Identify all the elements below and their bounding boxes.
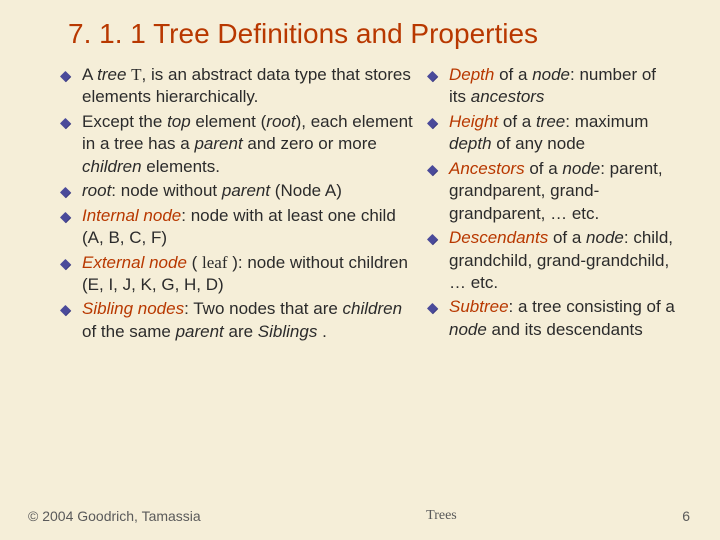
- text-segment: parent: [222, 181, 270, 200]
- text-segment: T: [131, 65, 141, 84]
- text-segment: and zero or more: [243, 134, 377, 153]
- bullet-item: Subtree: a tree consisting of a node and…: [427, 296, 677, 341]
- bullet-item: Height of a tree: maximum depth of any n…: [427, 111, 677, 156]
- text-segment: parent: [194, 134, 242, 153]
- text-segment: top: [167, 112, 191, 131]
- text-segment: root: [266, 112, 295, 131]
- slide-title: 7. 1. 1 Tree Definitions and Properties: [68, 18, 690, 50]
- page-number: 6: [682, 508, 690, 524]
- footer-center-text: Trees: [201, 508, 683, 524]
- text-segment: of a: [548, 228, 586, 247]
- text-segment: : maximum: [565, 112, 648, 131]
- text-segment: Except the: [82, 112, 167, 131]
- bullet-item: External node ( leaf ): node without chi…: [60, 252, 415, 297]
- text-segment: of a: [525, 159, 563, 178]
- text-segment: (: [187, 253, 202, 272]
- text-segment: (Node A): [270, 181, 342, 200]
- text-segment: node: [586, 228, 624, 247]
- text-segment: tree: [97, 65, 126, 84]
- text-segment: Depth: [449, 65, 494, 84]
- text-segment: and its descendants: [487, 320, 643, 339]
- text-segment: Subtree: [449, 297, 509, 316]
- content-columns: A tree T, is an abstract data type that …: [60, 64, 690, 345]
- text-segment: node: [562, 159, 600, 178]
- text-segment: of the same: [82, 322, 176, 341]
- bullet-item: Except the top element (root), each elem…: [60, 111, 415, 178]
- bullet-item: root: node without parent (Node A): [60, 180, 415, 202]
- text-segment: Internal node: [82, 206, 181, 225]
- bullet-item: Depth of a node: number of its ancestors: [427, 64, 677, 109]
- left-bullet-list: A tree T, is an abstract data type that …: [60, 64, 415, 345]
- text-segment: are: [224, 322, 258, 341]
- text-segment: A: [82, 65, 97, 84]
- text-segment: External node: [82, 253, 187, 272]
- right-bullet-list: Depth of a node: number of its ancestors…: [427, 64, 677, 345]
- text-segment: Height: [449, 112, 498, 131]
- text-segment: depth: [449, 134, 492, 153]
- text-segment: Siblings: [258, 322, 318, 341]
- text-segment: Ancestors: [449, 159, 525, 178]
- text-segment: root: [82, 181, 111, 200]
- bullet-item: Sibling nodes: Two nodes that are childr…: [60, 298, 415, 343]
- text-segment: : a tree consisting of a: [509, 297, 675, 316]
- bullet-item: Internal node: node with at least one ch…: [60, 205, 415, 250]
- text-segment: of any node: [492, 134, 586, 153]
- bullet-item: A tree T, is an abstract data type that …: [60, 64, 415, 109]
- text-segment: children: [82, 157, 142, 176]
- text-segment: element (: [191, 112, 267, 131]
- text-segment: parent: [176, 322, 224, 341]
- bullet-item: Descendants of a node: child, grandchild…: [427, 227, 677, 294]
- text-segment: .: [317, 322, 326, 341]
- text-segment: ancestors: [471, 87, 545, 106]
- text-segment: elements.: [142, 157, 220, 176]
- copyright-text: © 2004 Goodrich, Tamassia: [28, 508, 201, 524]
- bullet-item: Ancestors of a node: parent, grandparent…: [427, 158, 677, 225]
- text-segment: : node without: [111, 181, 222, 200]
- text-segment: leaf: [202, 253, 227, 272]
- text-segment: Descendants: [449, 228, 548, 247]
- slide: 7. 1. 1 Tree Definitions and Properties …: [0, 0, 720, 540]
- text-segment: of a: [494, 65, 532, 84]
- text-segment: of a: [498, 112, 536, 131]
- slide-footer: © 2004 Goodrich, Tamassia Trees 6: [28, 508, 690, 524]
- text-segment: node: [532, 65, 570, 84]
- text-segment: children: [343, 299, 403, 318]
- text-segment: Sibling nodes: [82, 299, 184, 318]
- text-segment: node: [449, 320, 487, 339]
- text-segment: : Two nodes that are: [184, 299, 342, 318]
- text-segment: tree: [536, 112, 565, 131]
